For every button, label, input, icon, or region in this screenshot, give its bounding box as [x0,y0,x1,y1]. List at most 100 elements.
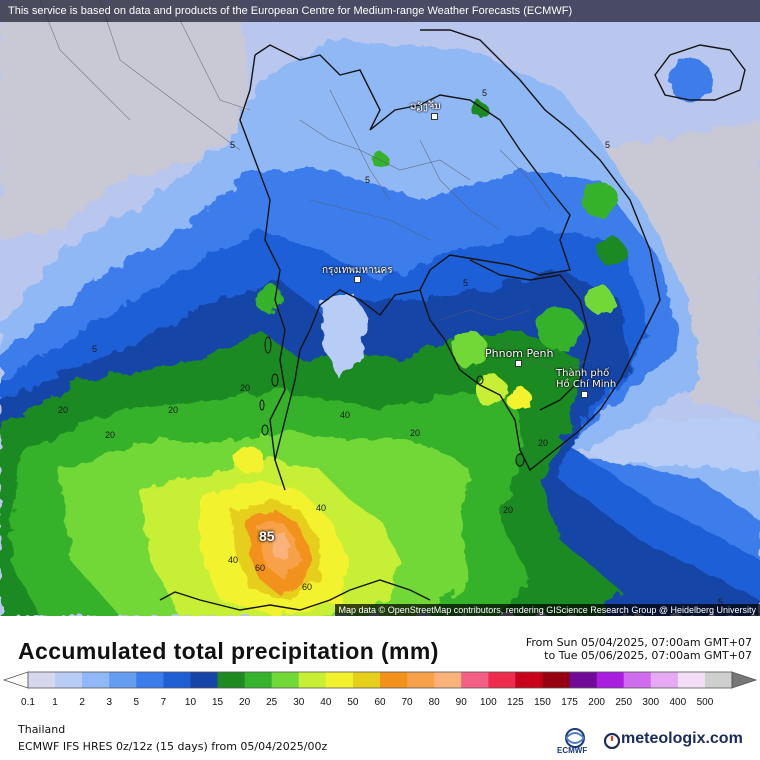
scale-label-5: 5 [133,697,140,708]
scale-label-175: 175 [561,697,578,708]
scale-swatch-175 [569,672,598,688]
contour-label-5: 5 [718,597,724,607]
chart-title: Accumulated total precipitation (mm) [18,638,439,664]
scale-swatch-25 [271,672,300,688]
scale-label-25: 25 [266,697,278,708]
scale-swatch-10 [190,672,219,688]
city-marker-vientiane[interactable] [431,113,438,120]
scale-swatch-7 [163,672,191,688]
dry-area-east [600,120,760,420]
scale-label-80: 80 [428,697,440,708]
contour-label-5: 5 [92,344,98,354]
scale-swatch-3 [109,672,137,688]
contour-label-20: 20 [538,438,549,448]
city-marker-phnom-penh[interactable] [515,360,522,367]
scale-swatch-250 [623,672,652,688]
scale-label-40: 40 [320,697,332,708]
map-attribution: Map data © OpenStreetMap contributors, r… [334,604,760,616]
scale-swatch-150 [542,672,571,688]
scale-label-15: 15 [211,697,224,708]
model-info: ECMWF IFS HRES 0z/12z (15 days) from 05/… [18,740,328,753]
scale-swatch-50 [352,672,381,688]
contour-label-20: 20 [105,430,116,440]
contour-label-40: 40 [228,555,239,565]
color-scale-labels: 0.1 1 2 3 5 7 10 15 20 25 30 40 50 60 70 80 90 100 125 150 1… [0,697,760,711]
scale-label-150: 150 [534,697,551,708]
contour-label-60: 60 [255,563,266,573]
meteologix-logo-text[interactable]: meteologix.com [621,730,743,747]
scale-swatch-5 [136,672,164,688]
province-borders [39,0,591,371]
city-label-phnom-penh: Phnom Penh [485,347,554,360]
max-value-label: 85 [259,528,275,544]
scale-swatch-0.1 [28,672,56,688]
scale-label-500: 500 [696,697,714,708]
scale-label-300: 300 [642,697,660,708]
scale-swatch-200 [596,672,625,688]
contour-label-20: 20 [168,405,179,415]
scale-label-0.1: 0.1 [21,697,35,708]
precipitation-map[interactable]: This service is based on data and produc… [0,0,760,616]
scale-label-200: 200 [588,697,605,708]
scale-swatch-2 [82,672,110,688]
contour-label-40: 40 [316,503,327,513]
contour-label-5: 5 [365,175,371,185]
gulf-light-zone [320,290,370,380]
scale-label-2: 2 [79,697,85,708]
scale-arrow-left [2,671,29,689]
scale-label-10: 10 [184,697,197,708]
city-marker-bangkok[interactable] [354,276,361,283]
scale-swatch-400 [677,672,706,688]
scale-swatch-125 [515,672,543,688]
scale-swatch-30 [298,672,327,688]
scale-label-3: 3 [106,697,112,708]
scale-label-7: 7 [160,697,167,708]
contour-label-60: 60 [302,582,313,592]
scale-label-90: 90 [455,697,467,708]
scale-label-250: 250 [615,697,633,708]
scale-swatch-15 [217,672,246,688]
contour-label-5: 5 [463,278,469,288]
city-label-bangkok: กรุงเทพมหานคร [322,265,393,276]
scale-swatch-60 [380,672,408,688]
scale-label-30: 30 [293,697,305,708]
contour-label-5: 5 [482,88,488,98]
scale-swatch-90 [461,672,489,688]
forecast-period: From Sun 05/04/2025, 07:00am GMT+07 to T… [526,636,752,662]
contour-label-20: 20 [58,405,69,415]
ecmwf-logo-text: ECMWF [557,746,588,755]
scale-swatch-70 [407,672,435,688]
contour-label-20: 20 [410,428,421,438]
scale-label-400: 400 [669,697,687,708]
city-label-vientiane: ວຽງຈັນ [410,101,441,112]
scale-swatch-20 [244,672,273,688]
city-marker-ho-chi-minh[interactable] [581,391,588,398]
contour-label-20: 20 [240,383,251,393]
contour-label-20: 20 [503,505,514,515]
scale-outline [27,671,733,689]
period-to: to Tue 05/06/2025, 07:00am GMT+07 [544,649,752,662]
scale-swatch-500 [704,672,733,688]
region-label: Thailand [18,723,66,736]
scale-swatch-40 [325,672,354,688]
meteologix-logo-icon [604,733,620,749]
scale-label-100: 100 [479,697,497,708]
scale-label-20: 20 [239,697,251,708]
country-borders [159,29,746,611]
scale-swatch-80 [434,672,462,688]
scale-swatch-300 [650,672,679,688]
color-scale-bar [2,671,758,689]
scale-swatch-1 [55,672,83,688]
dry-area-west [0,0,250,240]
contour-label-40: 40 [340,410,351,420]
period-from: From Sun 05/04/2025, 07:00am GMT+07 [525,636,752,649]
contour-label-5: 5 [230,140,236,150]
scale-label-50: 50 [347,697,359,708]
ecmwf-logo-icon[interactable] [555,726,595,756]
city-label-ho-chi-minh: Thành phố Hồ Chí Minh [556,368,617,390]
precip-layer-heavy [0,330,620,616]
scale-label-125: 125 [507,697,524,708]
ecmwf-notice-banner: This service is based on data and produc… [0,0,760,22]
contour-label-5: 5 [605,140,611,150]
scale-label-1: 1 [52,697,58,708]
